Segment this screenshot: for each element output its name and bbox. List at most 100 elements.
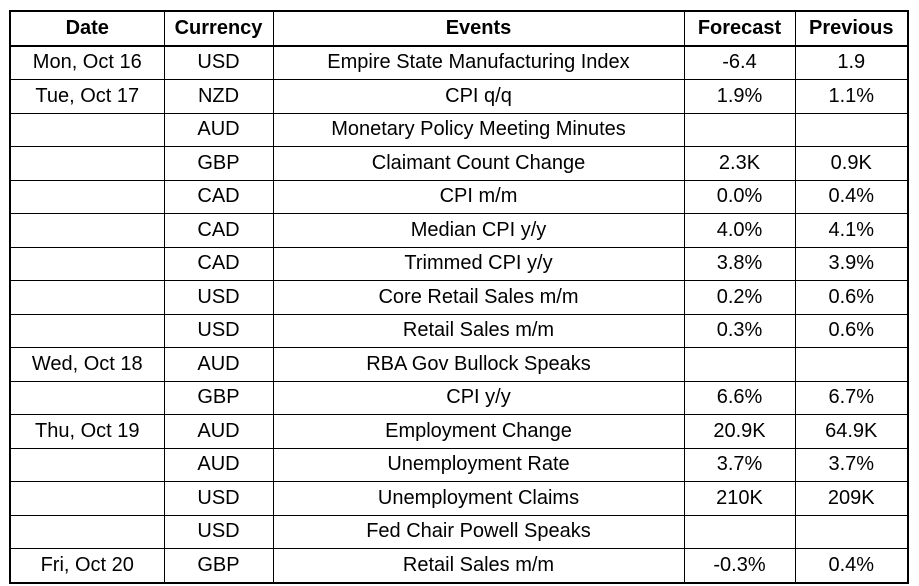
cell-date: Thu, Oct 19: [9, 414, 165, 449]
cell-previous: 0.9K: [794, 146, 909, 181]
cell-previous: 0.4%: [794, 548, 909, 584]
table-row: CAD Trimmed CPI y/y 3.8% 3.9%: [9, 246, 909, 281]
cell-forecast: 2.3K: [683, 146, 796, 181]
cell-forecast: 0.3%: [683, 313, 796, 348]
cell-currency: GBP: [163, 146, 274, 181]
cell-date: [9, 112, 165, 147]
cell-event: Monetary Policy Meeting Minutes: [272, 112, 685, 147]
cell-forecast: 3.8%: [683, 246, 796, 281]
cell-forecast: -6.4: [683, 45, 796, 80]
cell-currency: USD: [163, 313, 274, 348]
table-body: Mon, Oct 16 USD Empire State Manufacturing…: [9, 45, 909, 584]
cell-currency: USD: [163, 481, 274, 516]
header-events: Events: [272, 10, 685, 47]
cell-event: Trimmed CPI y/y: [272, 246, 685, 281]
cell-event: RBA Gov Bullock Speaks: [272, 347, 685, 382]
cell-date: [9, 213, 165, 248]
table-row: Tue, Oct 17 NZD CPI q/q 1.9% 1.1%: [9, 79, 909, 114]
cell-forecast: 1.9%: [683, 79, 796, 114]
cell-previous: 3.7%: [794, 447, 909, 482]
cell-forecast: [683, 347, 796, 382]
cell-event: Employment Change: [272, 414, 685, 449]
cell-forecast: 6.6%: [683, 380, 796, 415]
cell-previous: 1.9: [794, 45, 909, 80]
cell-event: Fed Chair Powell Speaks: [272, 514, 685, 549]
table-row: USD Core Retail Sales m/m 0.2% 0.6%: [9, 280, 909, 315]
table-row: AUD Unemployment Rate 3.7% 3.7%: [9, 447, 909, 482]
cell-currency: AUD: [163, 347, 274, 382]
cell-previous: 0.4%: [794, 179, 909, 214]
cell-currency: GBP: [163, 548, 274, 584]
table-row: USD Retail Sales m/m 0.3% 0.6%: [9, 313, 909, 348]
cell-date: [9, 146, 165, 181]
cell-previous: [794, 347, 909, 382]
cell-date: Tue, Oct 17: [9, 79, 165, 114]
cell-forecast: 20.9K: [683, 414, 796, 449]
cell-date: Fri, Oct 20: [9, 548, 165, 584]
cell-date: [9, 246, 165, 281]
cell-previous: 4.1%: [794, 213, 909, 248]
cell-currency: USD: [163, 514, 274, 549]
cell-currency: CAD: [163, 179, 274, 214]
cell-date: [9, 481, 165, 516]
cell-date: [9, 313, 165, 348]
cell-forecast: 4.0%: [683, 213, 796, 248]
cell-previous: 3.9%: [794, 246, 909, 281]
table-row: CAD Median CPI y/y 4.0% 4.1%: [9, 213, 909, 248]
cell-forecast: [683, 514, 796, 549]
header-previous: Previous: [794, 10, 909, 47]
cell-forecast: [683, 112, 796, 147]
cell-event: CPI q/q: [272, 79, 685, 114]
table-row: USD Fed Chair Powell Speaks: [9, 514, 909, 549]
economic-calendar-table: Date Currency Events Forecast Previous M…: [9, 10, 909, 584]
cell-previous: 209K: [794, 481, 909, 516]
cell-previous: 64.9K: [794, 414, 909, 449]
table-row: Fri, Oct 20 GBP Retail Sales m/m -0.3% 0.4%: [9, 548, 909, 584]
table-row: GBP CPI y/y 6.6% 6.7%: [9, 380, 909, 415]
header-currency: Currency: [163, 10, 274, 47]
header-row: Date Currency Events Forecast Previous: [9, 10, 909, 47]
cell-date: [9, 514, 165, 549]
cell-event: Empire State Manufacturing Index: [272, 45, 685, 80]
cell-currency: GBP: [163, 380, 274, 415]
table-row: CAD CPI m/m 0.0% 0.4%: [9, 179, 909, 214]
table-row: AUD Monetary Policy Meeting Minutes: [9, 112, 909, 147]
cell-event: Unemployment Claims: [272, 481, 685, 516]
table-row: USD Unemployment Claims 210K 209K: [9, 481, 909, 516]
cell-event: Retail Sales m/m: [272, 313, 685, 348]
cell-date: [9, 380, 165, 415]
table-row: Thu, Oct 19 AUD Employment Change 20.9K 64.9…: [9, 414, 909, 449]
table-row: Wed, Oct 18 AUD RBA Gov Bullock Speaks: [9, 347, 909, 382]
header-forecast: Forecast: [683, 10, 796, 47]
table-row: Mon, Oct 16 USD Empire State Manufacturing…: [9, 45, 909, 80]
cell-event: Unemployment Rate: [272, 447, 685, 482]
cell-previous: [794, 112, 909, 147]
cell-event: Claimant Count Change: [272, 146, 685, 181]
cell-previous: [794, 514, 909, 549]
cell-currency: NZD: [163, 79, 274, 114]
cell-forecast: 0.0%: [683, 179, 796, 214]
cell-previous: 0.6%: [794, 313, 909, 348]
cell-forecast: 0.2%: [683, 280, 796, 315]
cell-forecast: -0.3%: [683, 548, 796, 584]
cell-forecast: 3.7%: [683, 447, 796, 482]
cell-currency: CAD: [163, 246, 274, 281]
cell-currency: AUD: [163, 112, 274, 147]
cell-previous: 0.6%: [794, 280, 909, 315]
cell-event: CPI y/y: [272, 380, 685, 415]
cell-date: [9, 179, 165, 214]
cell-previous: 6.7%: [794, 380, 909, 415]
cell-event: Median CPI y/y: [272, 213, 685, 248]
cell-currency: USD: [163, 280, 274, 315]
cell-currency: AUD: [163, 447, 274, 482]
cell-date: Mon, Oct 16: [9, 45, 165, 80]
cell-previous: 1.1%: [794, 79, 909, 114]
cell-date: Wed, Oct 18: [9, 347, 165, 382]
cell-currency: CAD: [163, 213, 274, 248]
cell-currency: AUD: [163, 414, 274, 449]
cell-currency: USD: [163, 45, 274, 80]
table-row: GBP Claimant Count Change 2.3K 0.9K: [9, 146, 909, 181]
cell-date: [9, 447, 165, 482]
cell-event: CPI m/m: [272, 179, 685, 214]
cell-event: Core Retail Sales m/m: [272, 280, 685, 315]
